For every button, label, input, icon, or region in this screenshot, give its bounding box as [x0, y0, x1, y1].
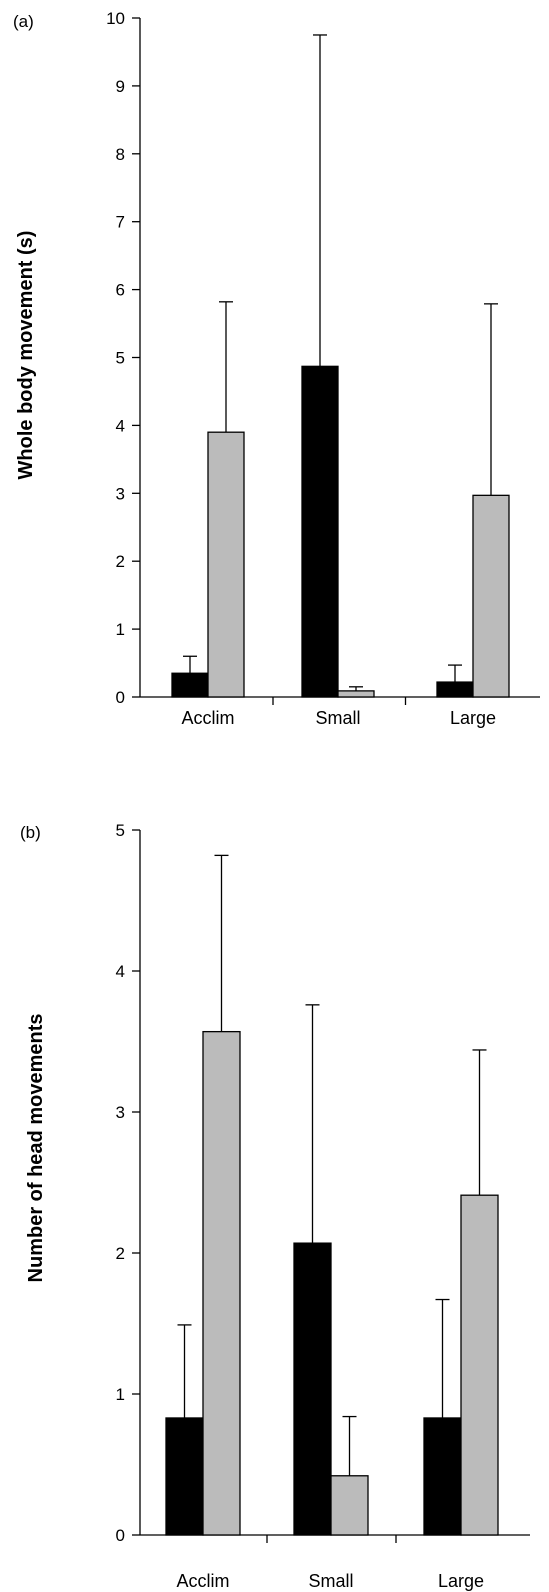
- panel-a: (a) Whole body movement (s) 0 1 2 3 4 5 6 7 8 9 10…: [13, 9, 540, 728]
- y-tick-label: 3: [116, 484, 125, 503]
- y-tick-label: 3: [116, 1103, 125, 1122]
- y-tick-label: 0: [116, 688, 125, 707]
- error-bar: [305, 1004, 320, 1244]
- bar: [460, 1194, 499, 1536]
- error-bar: [177, 1324, 192, 1418]
- bar: [301, 365, 339, 698]
- y-tick-label: 4: [116, 416, 125, 435]
- y-tick-label: 1: [116, 620, 125, 639]
- category-label: Large: [450, 708, 496, 728]
- category-label: Small: [315, 708, 360, 728]
- y-tick-label: 4: [116, 962, 125, 981]
- error-bar: [435, 1298, 450, 1418]
- bar: [207, 431, 245, 698]
- error-bar: [349, 686, 363, 691]
- category-labels: Acclim Small Large: [177, 1571, 485, 1591]
- bar: [436, 681, 474, 698]
- error-bar: [183, 655, 197, 674]
- y-tick-label: 5: [116, 821, 125, 840]
- bar: [330, 1475, 369, 1536]
- bar: [472, 494, 510, 698]
- panel-label: (b): [20, 823, 41, 842]
- error-bar: [448, 664, 462, 683]
- bar: [202, 1030, 241, 1536]
- bars: [171, 34, 510, 698]
- y-tick-label: 2: [116, 552, 125, 571]
- y-tick-label: 10: [106, 9, 125, 28]
- y-tick-label: 6: [116, 281, 125, 300]
- y-tick-label: 1: [116, 1385, 125, 1404]
- y-ticks: 0 1 2 3 4 5: [116, 821, 140, 1545]
- y-tick-label: 2: [116, 1244, 125, 1263]
- bar: [171, 672, 209, 698]
- bar: [293, 1242, 332, 1536]
- panel-b: (b) Number of head movements 0 1 2 3 4 5 Accl…: [20, 821, 530, 1591]
- bar: [423, 1417, 462, 1536]
- category-label: Small: [308, 1571, 353, 1591]
- y-tick-label: 9: [116, 77, 125, 96]
- category-label: Acclim: [177, 1571, 230, 1591]
- y-tick-label: 0: [116, 1526, 125, 1545]
- error-bar: [484, 303, 498, 496]
- category-labels: Acclim Small Large: [182, 708, 497, 728]
- y-tick-label: 7: [116, 213, 125, 232]
- error-bar: [219, 301, 233, 433]
- error-bar: [342, 1415, 357, 1476]
- y-tick-label: 5: [116, 349, 125, 368]
- bar: [165, 1417, 204, 1536]
- bar: [337, 690, 375, 698]
- y-tick-label: 8: [116, 145, 125, 164]
- bars: [165, 854, 499, 1536]
- error-bar: [214, 854, 229, 1032]
- error-bar: [313, 34, 327, 367]
- y-axis-title: Number of head movements: [25, 1014, 47, 1283]
- y-axis-title: Whole body movement (s): [15, 231, 37, 480]
- error-bar: [472, 1049, 487, 1196]
- category-label: Acclim: [182, 708, 235, 728]
- y-ticks: 0 1 2 3 4 5 6 7 8 9 10: [106, 9, 140, 707]
- category-label: Large: [438, 1571, 484, 1591]
- panel-label: (a): [13, 12, 34, 31]
